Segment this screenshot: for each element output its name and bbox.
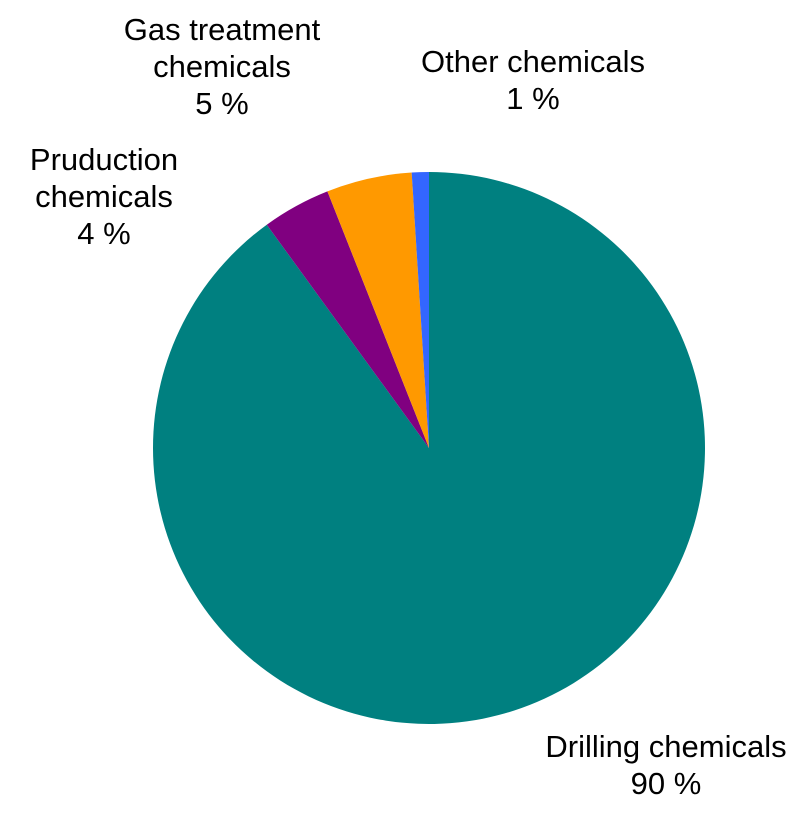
data-label-category: Other chemicals (421, 44, 645, 79)
data-label-value: 4 % (77, 216, 130, 251)
pie-slice-gas-treatment-chemicals (327, 172, 429, 448)
pie-slice-other-chemicals (411, 172, 429, 448)
data-label-category: Gas treatment (124, 12, 321, 47)
pie-slice-pruduction-chemicals (266, 191, 429, 448)
data-label-category: Pruduction (30, 142, 178, 177)
data-label-value: 1 % (506, 81, 559, 116)
data-label-category: Drilling chemicals (545, 729, 786, 764)
data-label-category: chemicals (35, 179, 173, 214)
data-label-category: chemicals (153, 49, 291, 84)
data-label-value: 90 % (631, 766, 702, 801)
data-label-value: 5 % (195, 86, 248, 121)
